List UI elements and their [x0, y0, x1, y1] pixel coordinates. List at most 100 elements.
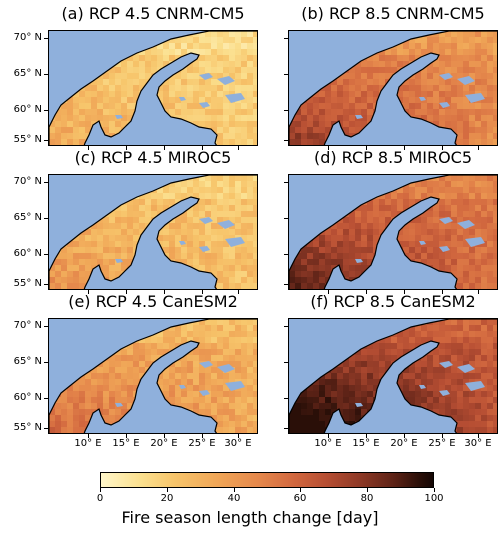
colorbar-tick	[167, 488, 168, 492]
lake	[457, 364, 475, 373]
lon-tick	[164, 434, 165, 438]
lat-tick	[284, 362, 288, 363]
lake	[217, 220, 235, 229]
lat-tick	[44, 182, 48, 183]
lake	[199, 102, 210, 108]
map-svg	[49, 31, 257, 145]
panel-title: (a) RCP 4.5 CNRM-CM5	[61, 4, 245, 23]
lat-tick	[284, 428, 288, 429]
lon-tick	[442, 434, 443, 438]
lat-label: 65° N	[13, 356, 42, 367]
lon-tick	[366, 434, 367, 438]
colorbar-tick-label: 80	[360, 493, 374, 504]
lake	[355, 403, 363, 407]
lake	[439, 390, 450, 396]
lon-tick	[478, 290, 479, 294]
colorbar-tick-label: 40	[227, 493, 241, 504]
lon-tick	[442, 146, 443, 150]
lat-label: 70° N	[13, 32, 42, 43]
lat-tick	[284, 74, 288, 75]
lake	[115, 403, 123, 407]
lon-label: 30° E	[224, 438, 252, 449]
lake	[355, 259, 363, 263]
lat-tick	[44, 326, 48, 327]
lon-tick	[164, 290, 165, 294]
lat-label: 70° N	[13, 176, 42, 187]
panel-title: (c) RCP 4.5 MIROC5	[74, 148, 232, 167]
lon-tick	[404, 146, 405, 150]
lake	[225, 93, 245, 103]
colorbar-label: Fire season length change [day]	[121, 508, 379, 527]
panel-title: (d) RCP 8.5 MIROC5	[313, 148, 473, 167]
lake	[439, 217, 453, 224]
lat-label: 55° N	[13, 134, 42, 145]
lon-tick	[88, 290, 89, 294]
lon-tick	[164, 146, 165, 150]
colorbar-tick-label: 20	[160, 493, 174, 504]
lat-label: 65° N	[13, 68, 42, 79]
map-svg	[49, 175, 257, 289]
lake	[419, 385, 426, 389]
colorbar-tick-label: 60	[293, 493, 307, 504]
lake	[179, 385, 186, 389]
lat-label: 60° N	[13, 392, 42, 403]
colorbar-tick	[434, 488, 435, 492]
lat-tick	[284, 284, 288, 285]
map-svg	[289, 319, 497, 433]
lat-tick	[284, 326, 288, 327]
lat-label: 65° N	[13, 212, 42, 223]
coastline	[289, 31, 497, 145]
colorbar	[100, 472, 434, 488]
lat-tick	[44, 218, 48, 219]
lon-tick	[88, 434, 89, 438]
map-area	[288, 174, 498, 290]
lon-tick	[88, 146, 89, 150]
panel-title: (b) RCP 8.5 CNRM-CM5	[301, 4, 485, 23]
lake	[225, 237, 245, 247]
lake	[457, 220, 475, 229]
lon-label: 10° E	[314, 438, 342, 449]
lat-label: 55° N	[13, 278, 42, 289]
lon-tick	[202, 434, 203, 438]
lake	[199, 73, 213, 80]
colorbar-tick	[367, 488, 368, 492]
lake	[419, 241, 426, 245]
lat-tick	[284, 110, 288, 111]
lat-label: 60° N	[13, 248, 42, 259]
lon-label: 20° E	[390, 438, 418, 449]
lon-tick	[238, 290, 239, 294]
lake	[199, 361, 213, 368]
lake	[465, 237, 485, 247]
lat-tick	[44, 38, 48, 39]
map-svg	[49, 319, 257, 433]
lon-tick	[478, 146, 479, 150]
lake	[179, 241, 186, 245]
lake	[199, 217, 213, 224]
lon-tick	[126, 290, 127, 294]
colorbar-tick	[100, 488, 101, 492]
lake	[419, 97, 426, 101]
lake	[457, 76, 475, 85]
lat-tick	[284, 398, 288, 399]
map-area	[48, 174, 258, 290]
lake	[439, 73, 453, 80]
lat-tick	[44, 140, 48, 141]
lon-tick	[404, 434, 405, 438]
lon-tick	[328, 434, 329, 438]
coastline	[49, 175, 257, 289]
colorbar-tick	[234, 488, 235, 492]
lon-tick	[328, 146, 329, 150]
map-area	[48, 318, 258, 434]
panel-title: (e) RCP 4.5 CanESM2	[68, 292, 238, 311]
map-svg	[289, 31, 497, 145]
coastline	[49, 319, 257, 433]
map-svg	[289, 175, 497, 289]
lat-label: 60° N	[13, 104, 42, 115]
lat-tick	[44, 362, 48, 363]
lon-tick	[202, 146, 203, 150]
lake	[439, 102, 450, 108]
lat-tick	[44, 74, 48, 75]
coastline	[289, 175, 497, 289]
panel-title: (f) RCP 8.5 CanESM2	[310, 292, 476, 311]
coastline	[49, 31, 257, 145]
